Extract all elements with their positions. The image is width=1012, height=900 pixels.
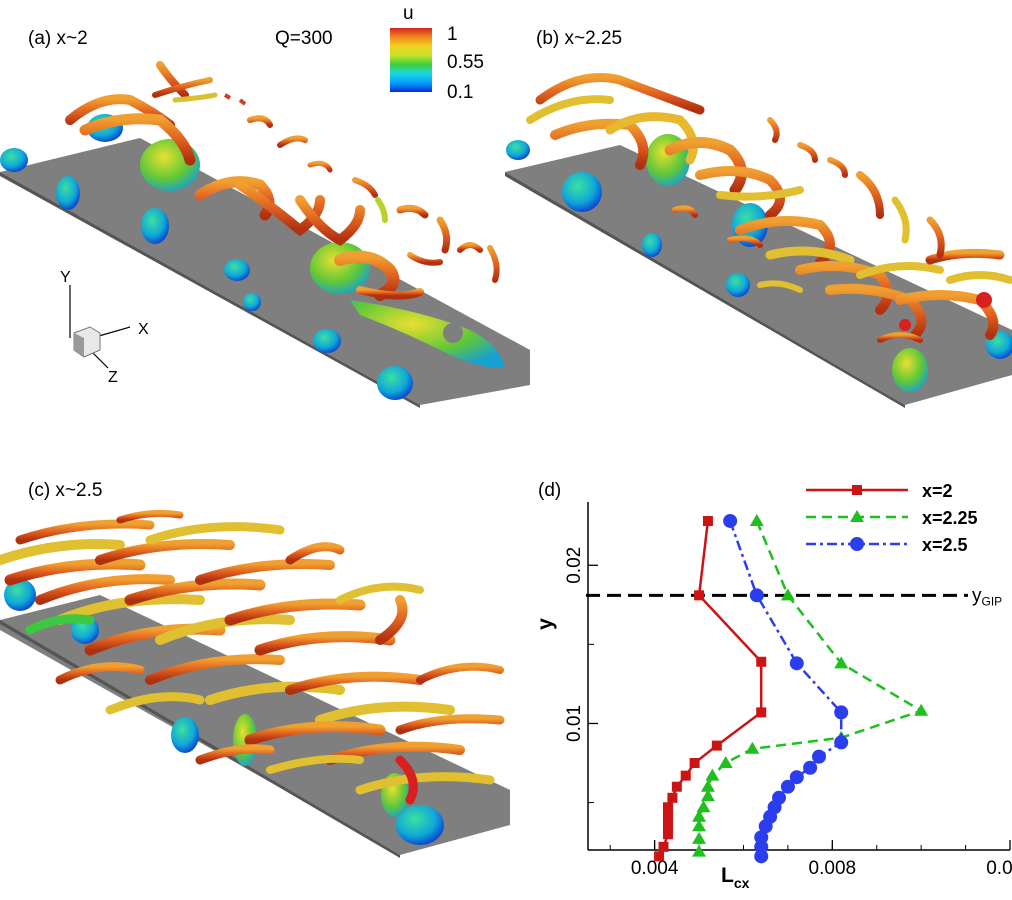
data-point [702, 515, 713, 526]
series-line [657, 520, 763, 857]
triad-y-label: Y [60, 269, 71, 286]
panel-b-isosurface [505, 73, 1012, 408]
data-point [692, 819, 707, 832]
data-point [758, 819, 773, 834]
q-level-label: Q=300 [275, 28, 333, 49]
panel-c-label: (c) x~2.5 [28, 480, 103, 501]
data-point [694, 590, 705, 601]
panel-a-label: (a) x~2 [28, 28, 88, 49]
panel-d-label: (d) [538, 480, 562, 501]
series-line [728, 520, 843, 857]
y-tick-label: 0.02 [564, 547, 585, 584]
legend: x=2 x=2.25 x=2.5 [806, 481, 978, 555]
data-point [718, 756, 733, 768]
data-point [789, 656, 804, 671]
data-point [745, 741, 760, 754]
data-point [662, 821, 673, 832]
x-axis-label-sub: cx [734, 875, 750, 891]
colorbar-title: u [403, 3, 414, 24]
legend-label: x=2 [922, 481, 953, 501]
colorbar-tick-mid: 0.55 [447, 52, 484, 73]
vortex-structures-b [506, 73, 1012, 392]
data-point [834, 705, 849, 720]
y-tick-label: 0.01 [564, 705, 585, 742]
data-point [711, 740, 722, 751]
x-tick-label: 0.008 [809, 858, 857, 879]
data-point [654, 851, 665, 862]
panel-c-isosurface [0, 509, 510, 858]
series-line [697, 520, 925, 852]
data-point [692, 831, 707, 844]
data-point [749, 513, 764, 526]
triad-x-label: X [138, 321, 149, 338]
legend-marker [850, 537, 864, 551]
data-point [803, 760, 818, 775]
colorbar-tick-low: 0.1 [447, 82, 474, 103]
data-point [692, 844, 707, 857]
data-point [914, 703, 929, 716]
panel-a-isosurface: Y X Z [0, 61, 530, 408]
plot-d: 0.004 0.008 0.012 0.01 0.02 Lcx y yGIP x=2 x=2.25… [534, 481, 1012, 891]
data-point [658, 841, 669, 852]
plate-b-edge [505, 172, 905, 408]
data-point [705, 768, 720, 781]
x-tick-label: 0.004 [631, 858, 679, 879]
vortex-structures-c [0, 509, 505, 845]
data-point [692, 809, 707, 822]
legend-marker [852, 485, 862, 495]
colorbar [390, 28, 432, 92]
data-point [700, 779, 715, 792]
data-point [667, 792, 678, 803]
ygip-label: yGIP [972, 585, 1002, 608]
data-point [671, 781, 682, 792]
plate-c-edge [0, 620, 400, 858]
data-point [780, 588, 795, 601]
data-point [789, 770, 804, 785]
series-1 [654, 515, 767, 862]
plate-a [0, 138, 530, 405]
data-point [834, 656, 849, 669]
x-tick-label: 0.012 [986, 858, 1012, 879]
data-point [662, 829, 673, 840]
legend-marker [850, 510, 864, 522]
vortex-structures-a [0, 61, 505, 400]
legend-label: x=2.25 [922, 508, 978, 528]
plate-a-edge [0, 172, 420, 408]
data-point [780, 779, 795, 794]
series-3 [723, 513, 849, 864]
data-point [700, 789, 715, 802]
data-point [754, 849, 769, 864]
data-point [696, 800, 711, 813]
data-point [689, 758, 700, 768]
x-axis-label: Lcx [721, 864, 750, 891]
series-2 [692, 513, 929, 857]
data-point [811, 749, 826, 764]
axis-triad: Y X Z [60, 269, 149, 386]
legend-label: x=2.5 [922, 535, 968, 555]
triad-z-label: Z [108, 369, 118, 386]
y-axis-label: y [534, 618, 557, 630]
data-point [662, 811, 673, 822]
data-point [834, 735, 849, 750]
data-point [756, 707, 767, 718]
colorbar-tick-high: 1 [447, 24, 458, 45]
data-point [756, 656, 767, 667]
ygip-label-sub: GIP [982, 594, 1003, 608]
data-point [723, 513, 738, 528]
data-point [749, 588, 764, 603]
colorbar-bar [390, 28, 432, 92]
data-point [680, 770, 691, 781]
data-point [662, 802, 673, 813]
panel-b-label: (b) x~2.25 [536, 28, 623, 49]
